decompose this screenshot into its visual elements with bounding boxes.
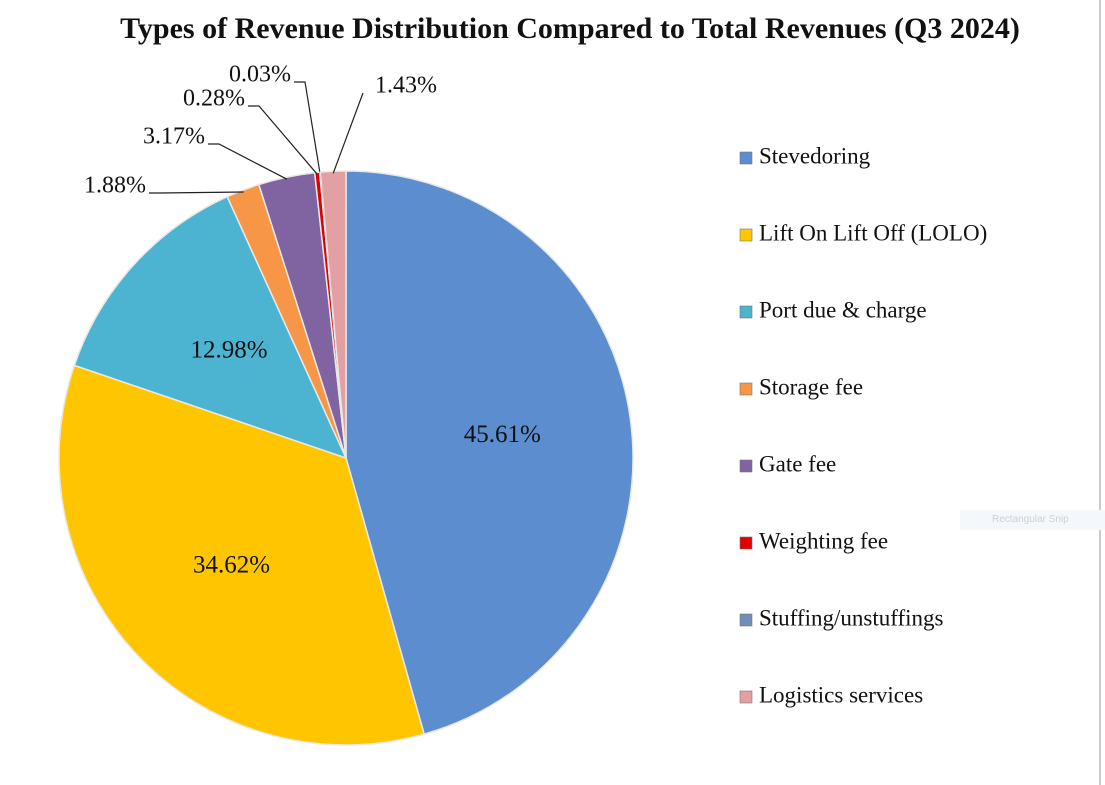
- legend-label: Gate fee: [759, 451, 836, 476]
- legend-swatch: [739, 690, 753, 704]
- legend-swatch: [739, 382, 753, 396]
- data-label: 0.28%: [183, 86, 245, 112]
- snip-tooltip: Rectangular Snip: [960, 510, 1105, 530]
- data-label: 1.88%: [84, 173, 146, 199]
- legend-label: Storage fee: [759, 374, 863, 399]
- leader-line: [149, 191, 244, 194]
- legend-label: Stuffing/unstuffings: [759, 605, 943, 630]
- data-label: 45.61%: [464, 421, 541, 448]
- legend-label: Weighting fee: [759, 528, 888, 553]
- data-label: 34.62%: [193, 551, 270, 578]
- legend-label: Lift On Lift Off (LOLO): [759, 220, 987, 245]
- legend-swatch: [739, 228, 753, 242]
- legend-label: Port due & charge: [759, 297, 927, 322]
- legend-swatch: [739, 305, 753, 319]
- data-label: 3.17%: [143, 124, 205, 150]
- legend-label: Stevedoring: [759, 143, 871, 168]
- legend-swatch: [739, 151, 753, 165]
- data-label: 0.03%: [229, 62, 291, 88]
- legend-label: Logistics services: [759, 682, 923, 707]
- legend-swatch: [739, 613, 753, 627]
- leader-line: [248, 105, 318, 175]
- pie-slice: [319, 170, 347, 459]
- leader-line: [208, 143, 288, 180]
- leader-line: [294, 81, 321, 175]
- data-label: 1.43%: [375, 73, 437, 99]
- data-label: 12.98%: [191, 337, 268, 364]
- legend-swatch: [739, 536, 753, 550]
- pie-slice: [58, 364, 426, 746]
- pie-slice: [345, 170, 634, 736]
- leader-line: [332, 92, 364, 174]
- pie-slice: [73, 195, 348, 460]
- legend-swatch: [739, 459, 753, 473]
- chart-title: Types of Revenue Distribution Compared t…: [120, 12, 1020, 45]
